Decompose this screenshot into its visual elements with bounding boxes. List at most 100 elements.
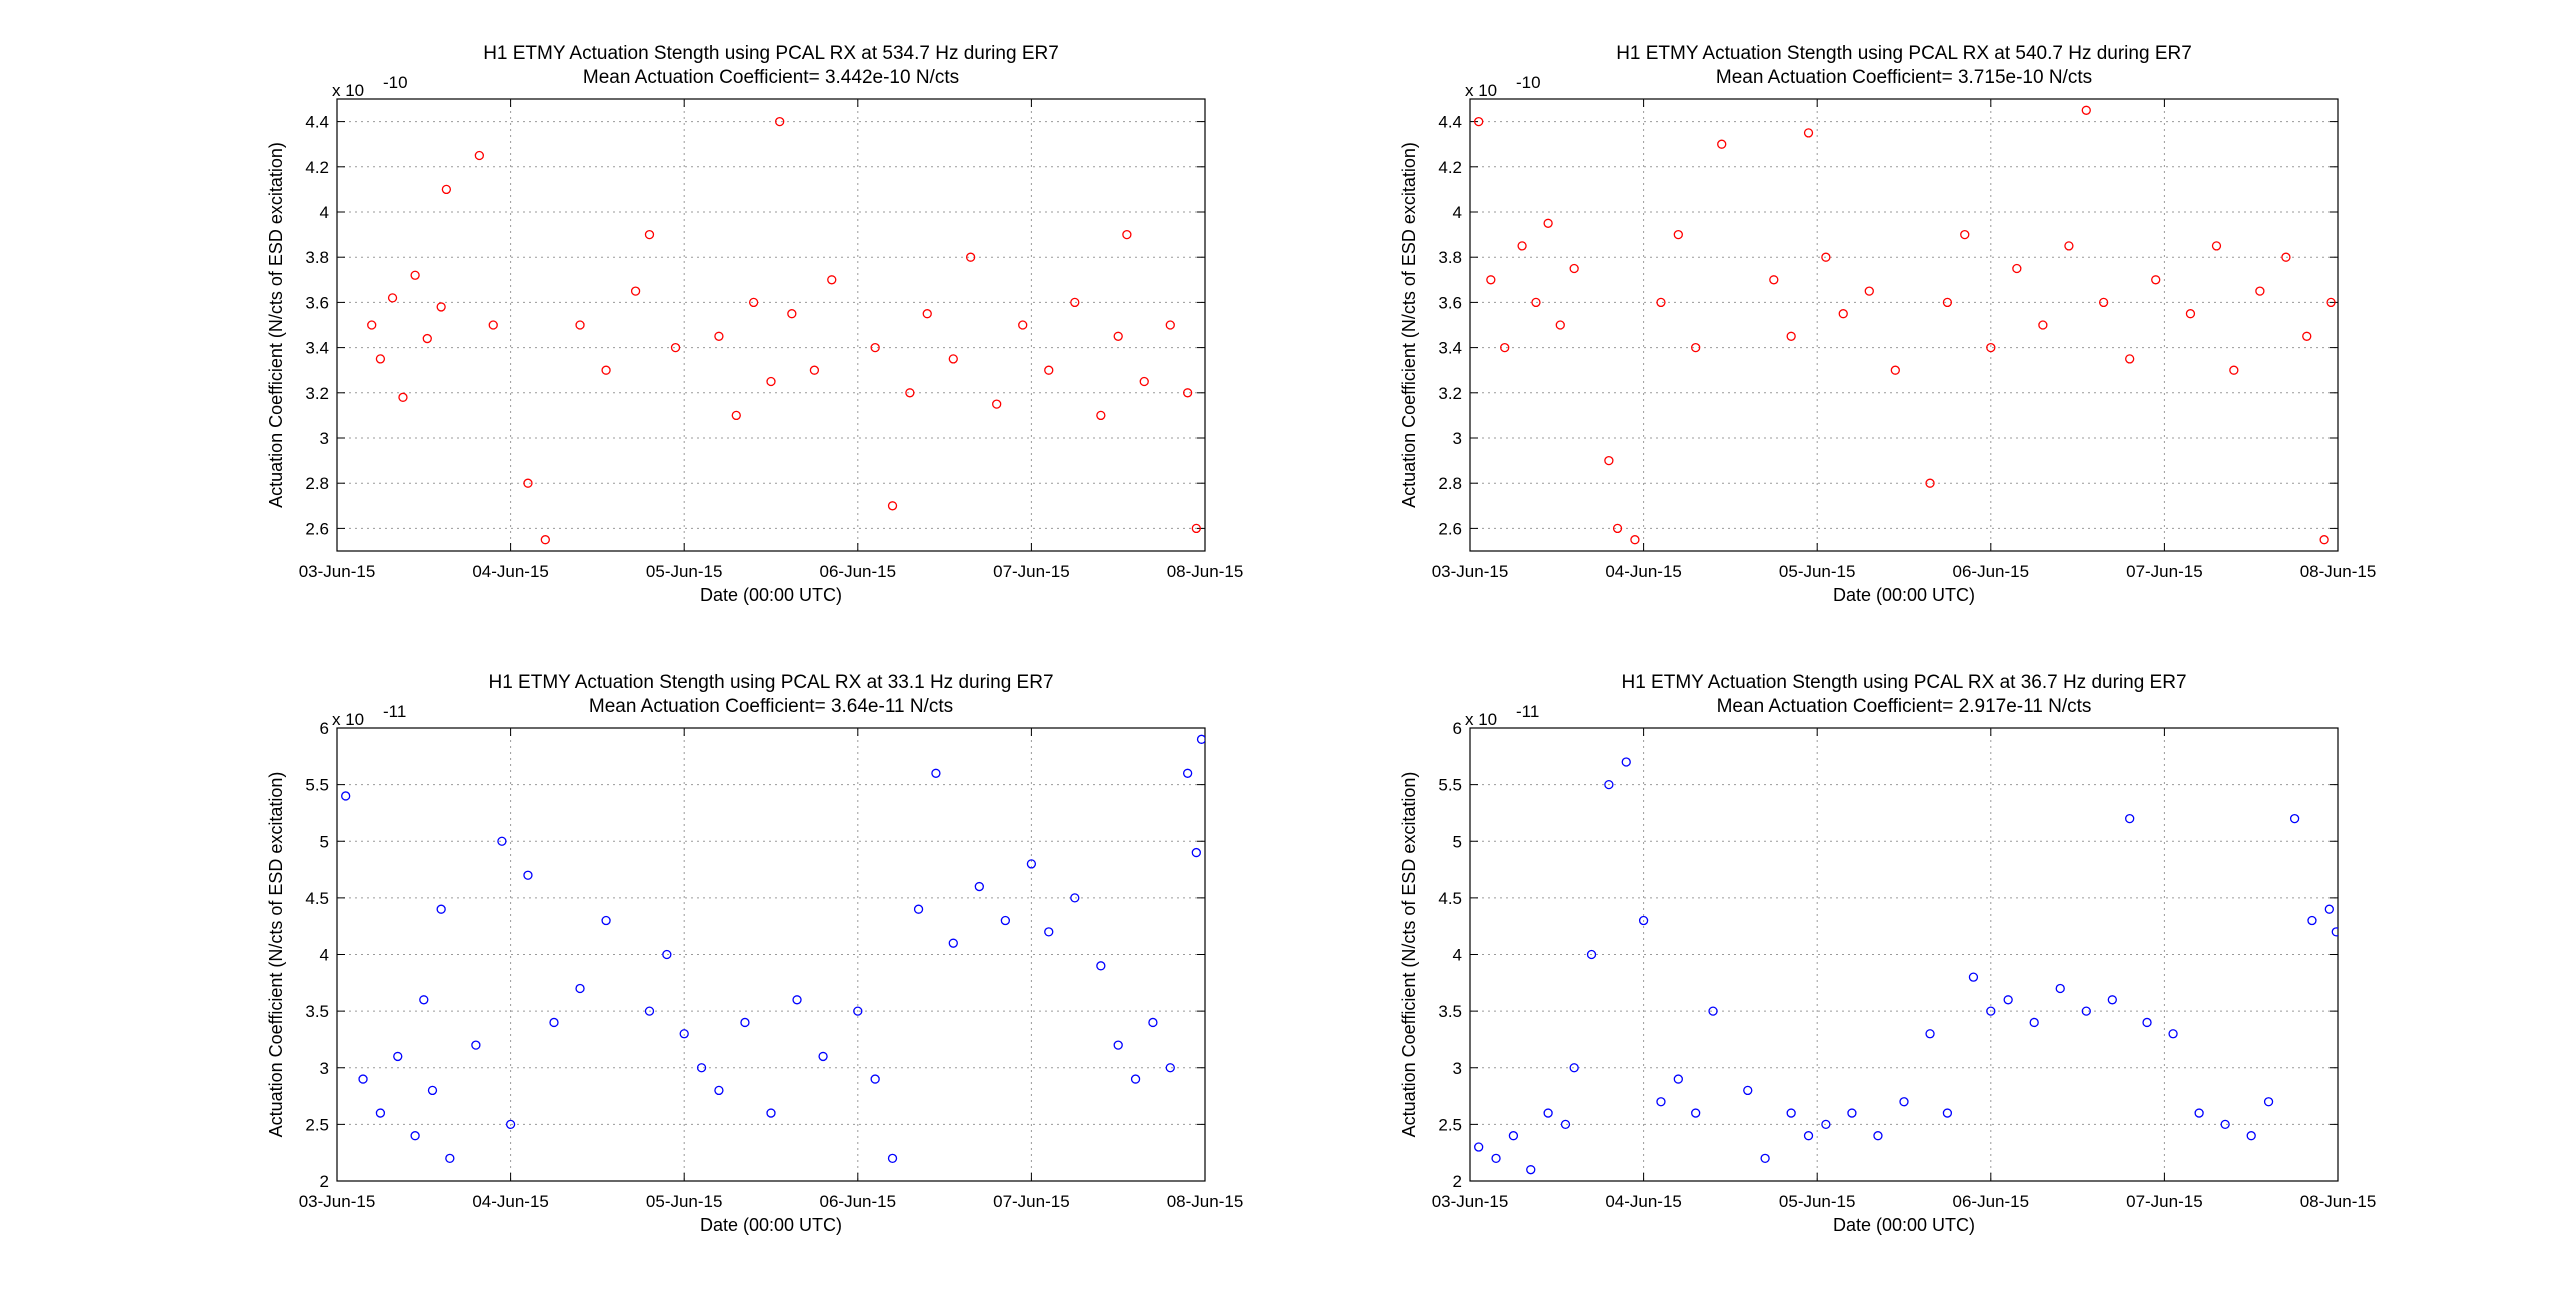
data-point: [1165, 1063, 1175, 1073]
data-point: [375, 1108, 386, 1118]
data-point: [853, 1006, 863, 1016]
data-point: [1531, 297, 1541, 308]
x-tick-label: 06-Jun-15: [820, 562, 897, 581]
data-point: [670, 342, 681, 353]
data-point: [2081, 105, 2091, 115]
y-axis-label: Actuation Coefficient (N/cts of ESD exci…: [1399, 142, 1419, 508]
data-point: [2003, 995, 2013, 1005]
y-tick-label: 3.2: [1438, 384, 1462, 403]
y-tick-label: 3.4: [305, 339, 329, 358]
data-point: [2211, 241, 2222, 251]
y-tick-label: 3.2: [305, 384, 329, 403]
y-tick-label: 4: [320, 203, 329, 222]
data-point: [630, 286, 641, 296]
data-point: [644, 1006, 655, 1016]
data-point: [1096, 410, 1106, 421]
data-point: [2194, 1108, 2204, 1118]
data-point: [1500, 342, 1510, 353]
data-point: [1543, 218, 1553, 228]
data-point: [905, 388, 915, 398]
y-tick-label: 3.6: [1438, 293, 1462, 312]
data-point: [1096, 961, 1106, 971]
data-point: [2246, 1131, 2256, 1141]
chart-panel-1: H1 ETMY Actuation Stength using PCAL RX …: [266, 43, 1243, 605]
data-point: [1986, 342, 1996, 353]
y-tick-label: 4.4: [305, 113, 329, 132]
data-point: [922, 309, 932, 319]
data-point: [1786, 1108, 1796, 1118]
data-point: [1018, 320, 1028, 330]
data-point: [1942, 1108, 1953, 1118]
data-point: [1691, 342, 1701, 353]
y-tick-label: 4.2: [1438, 158, 1462, 177]
data-point: [870, 342, 880, 353]
data-point: [1543, 1108, 1553, 1118]
data-point: [1139, 376, 1149, 387]
data-point: [1673, 1074, 1683, 1084]
y-tick-label: 4.2: [305, 158, 329, 177]
y-tick-label: 6: [320, 719, 329, 738]
data-point: [1803, 1131, 1814, 1141]
data-point: [398, 392, 408, 402]
data-point: [523, 478, 533, 488]
data-point: [1604, 455, 1614, 466]
data-point: [2168, 1029, 2178, 1039]
data-point: [367, 320, 377, 330]
plot-area: [1469, 98, 2339, 552]
y-tick-label: 3: [320, 429, 329, 448]
x-tick-label: 06-Jun-15: [820, 1192, 897, 1211]
data-point: [1821, 1119, 1831, 1130]
x-tick-label: 05-Jun-15: [1779, 1192, 1856, 1211]
data-point: [1890, 365, 1900, 375]
y-exponent-label: x 10: [332, 81, 364, 100]
data-point: [540, 535, 550, 545]
data-point: [2107, 995, 2117, 1005]
x-tick-label: 03-Jun-15: [1432, 562, 1509, 581]
data-point: [2151, 275, 2161, 285]
data-point: [1968, 972, 1979, 982]
x-tick-label: 04-Jun-15: [472, 1192, 549, 1211]
data-point: [1656, 297, 1666, 308]
data-point: [1526, 1165, 1536, 1175]
chart-subtitle: Mean Actuation Coefficient= 2.917e-11 N/…: [1717, 696, 2092, 717]
y-tick-label: 2.8: [305, 474, 329, 493]
data-point: [1925, 478, 1935, 488]
y-tick-label: 2.6: [1438, 519, 1462, 538]
data-point: [422, 333, 432, 344]
x-axis-label: Date (00:00 UTC): [700, 585, 842, 605]
data-point: [1113, 331, 1123, 341]
data-point: [809, 365, 820, 375]
data-point: [2302, 331, 2312, 341]
y-tick-label: 4.5: [1438, 889, 1462, 908]
data-point: [436, 904, 446, 914]
data-point: [679, 1029, 689, 1039]
data-point: [748, 297, 759, 308]
data-point: [1786, 331, 1796, 341]
data-point: [1113, 1040, 1123, 1050]
y-tick-label: 5.5: [1438, 776, 1462, 795]
x-tick-label: 06-Jun-15: [1953, 1192, 2030, 1211]
data-point: [2289, 813, 2300, 824]
data-point: [549, 1017, 559, 1028]
chart-panel-3: H1 ETMY Actuation Stength using PCAL RX …: [266, 672, 1243, 1235]
y-tick-label: 4: [1453, 946, 1462, 965]
y-tick-label: 5.5: [305, 776, 329, 795]
data-point: [2029, 1017, 2039, 1028]
y-tick-label: 2.5: [305, 1115, 329, 1134]
y-tick-label: 3.6: [305, 293, 329, 312]
chart-title: H1 ETMY Actuation Stength using PCAL RX …: [483, 43, 1059, 64]
y-tick-label: 4.5: [305, 889, 329, 908]
data-point: [766, 1108, 776, 1118]
x-tick-label: 07-Jun-15: [2126, 562, 2203, 581]
data-point: [1960, 229, 1970, 240]
data-point: [1044, 365, 1054, 375]
data-point: [1182, 388, 1193, 398]
x-tick-label: 08-Jun-15: [2300, 1192, 2377, 1211]
y-tick-label: 3: [320, 1059, 329, 1078]
x-tick-label: 04-Jun-15: [1605, 562, 1682, 581]
x-tick-label: 07-Jun-15: [993, 562, 1070, 581]
data-point: [644, 229, 655, 240]
data-point: [2012, 263, 2022, 274]
y-tick-label: 5: [320, 832, 329, 851]
